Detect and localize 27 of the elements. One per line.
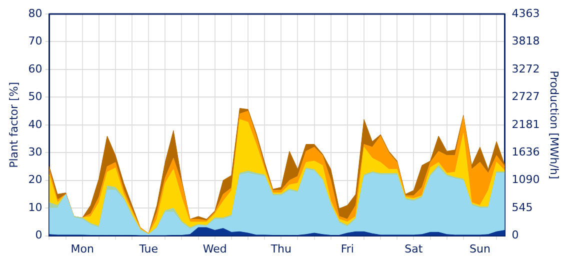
y-tick-label: 40	[28, 118, 42, 131]
x-tick-label: Thu	[270, 242, 292, 256]
y2-tick-label: 3818	[512, 34, 540, 48]
y2-axis-title: Production [MWh/h]	[548, 70, 561, 180]
x-tick-label: Tue	[138, 242, 158, 256]
x-tick-label: Fri	[340, 242, 354, 256]
y2-tick-label: 545	[512, 200, 533, 214]
y-tick-label: 20	[28, 173, 42, 186]
y2-tick-label: 4363	[512, 6, 540, 20]
y-tick-label: 30	[28, 145, 42, 158]
y-tick-label: 0	[35, 228, 42, 242]
y2-tick-label: 2181	[512, 118, 540, 131]
y-axis-title: Plant factor [%]	[7, 82, 20, 168]
x-tick-label: Sat	[404, 242, 424, 256]
y2-tick-label: 2727	[512, 90, 540, 104]
y2-tick-label: 0	[512, 228, 519, 242]
y2-tick-label: 1636	[512, 145, 540, 158]
y-tick-label: 50	[28, 90, 42, 104]
y-tick-label: 80	[28, 6, 42, 20]
y-tick-label: 70	[28, 34, 42, 48]
y-tick-label: 60	[28, 62, 42, 76]
y-tick-label: 10	[28, 200, 42, 214]
x-tick-label: Mon	[70, 242, 94, 256]
y2-tick-label: 1090	[512, 173, 540, 186]
y2-tick-label: 3272	[512, 62, 540, 76]
x-tick-label: Sun	[469, 242, 490, 256]
x-tick-label: Wed	[202, 242, 227, 256]
